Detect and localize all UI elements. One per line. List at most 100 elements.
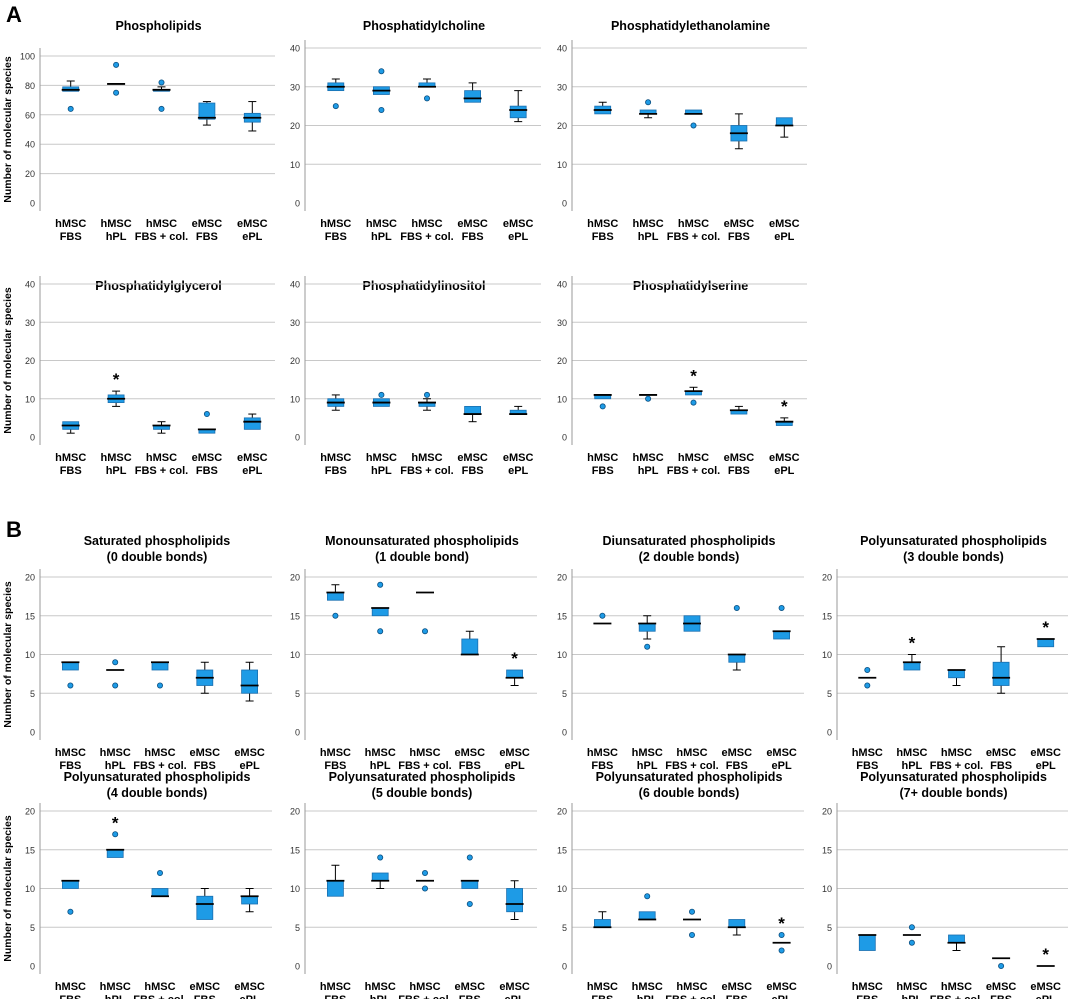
outlier-point bbox=[377, 628, 384, 635]
x-tick-label: hMSC bbox=[100, 747, 131, 759]
x-tick-label: hMSC bbox=[320, 218, 351, 230]
x-tick-label: FBS + col. bbox=[135, 465, 189, 477]
box bbox=[198, 102, 216, 120]
x-tick-label: ePL bbox=[1036, 760, 1056, 772]
y-tick-label: 5 bbox=[827, 923, 832, 933]
box bbox=[62, 661, 79, 671]
x-tick-label: eMSC bbox=[190, 981, 221, 993]
chart-title: (4 double bonds) bbox=[107, 786, 208, 800]
outlier-point bbox=[778, 947, 785, 954]
chart-panel: Phosphatidylinositol010203040hMSCFBShMSC… bbox=[290, 276, 541, 477]
y-tick-label: 20 bbox=[290, 807, 300, 817]
box bbox=[948, 934, 965, 944]
x-tick-label: FBS bbox=[196, 231, 218, 243]
x-tick-label: eMSC bbox=[499, 747, 530, 759]
outlier-point bbox=[644, 643, 651, 650]
x-tick-label: FBS + col. bbox=[930, 760, 984, 772]
chart-panel: Phosphatidylserine010203040hMSCFBShMSChP… bbox=[557, 276, 807, 477]
outlier-point bbox=[332, 103, 339, 110]
chart-title: Phosphatidylinositol bbox=[363, 279, 486, 293]
box bbox=[728, 654, 746, 663]
x-tick-label: FBS bbox=[990, 760, 1012, 772]
chart-title: Polyunsaturated phospholipids bbox=[64, 770, 251, 784]
x-tick-label: eMSC bbox=[986, 981, 1017, 993]
outlier-point bbox=[645, 395, 652, 402]
outlier-point bbox=[778, 605, 785, 612]
x-tick-label: ePL bbox=[242, 231, 262, 243]
significance-star: * bbox=[1042, 618, 1049, 637]
box bbox=[506, 669, 524, 679]
y-tick-label: 5 bbox=[562, 923, 567, 933]
box bbox=[151, 661, 169, 671]
chart-title: Saturated phospholipids bbox=[84, 534, 231, 548]
x-tick-label: eMSC bbox=[1030, 747, 1061, 759]
x-tick-label: hMSC bbox=[146, 452, 177, 464]
x-tick-label: FBS + col. bbox=[400, 231, 454, 243]
box bbox=[728, 919, 746, 928]
chart-panel: Polyunsaturated phospholipids (7+ double … bbox=[822, 770, 1068, 999]
y-tick-label: 0 bbox=[827, 728, 832, 738]
outlier-point bbox=[864, 682, 871, 689]
chart-title: Monounsaturated phospholipids bbox=[325, 534, 519, 548]
x-tick-label: eMSC bbox=[769, 452, 800, 464]
chart-title: Phosphatidylserine bbox=[633, 279, 748, 293]
outlier-point bbox=[423, 391, 430, 398]
x-tick-label: hMSC bbox=[587, 452, 618, 464]
significance-star: * bbox=[778, 914, 785, 933]
x-tick-label: hPL bbox=[637, 760, 658, 772]
y-tick-label: 40 bbox=[557, 44, 567, 54]
x-tick-label: hMSC bbox=[320, 747, 351, 759]
x-tick-label: FBS + col. bbox=[665, 994, 719, 999]
chart-panel: Polyunsaturated phospholipids (4 double b… bbox=[2, 770, 272, 999]
chart-panel: Phosphatidylcholine010203040hMSCFBShMSCh… bbox=[290, 19, 541, 243]
y-tick-label: 10 bbox=[25, 394, 35, 404]
y-tick-label: 10 bbox=[557, 650, 567, 660]
outlier-point bbox=[690, 122, 697, 129]
x-tick-label: eMSC bbox=[503, 218, 534, 230]
x-tick-label: FBS bbox=[60, 465, 82, 477]
box bbox=[241, 895, 259, 905]
x-tick-label: FBS bbox=[728, 465, 750, 477]
y-tick-label: 40 bbox=[290, 280, 300, 290]
x-tick-label: eMSC bbox=[724, 218, 755, 230]
chart-title: Phosphatidylcholine bbox=[363, 19, 485, 33]
y-tick-label: 5 bbox=[562, 689, 567, 699]
chart-title: (3 double bonds) bbox=[903, 550, 1004, 564]
y-tick-label: 0 bbox=[30, 962, 35, 972]
box bbox=[638, 623, 656, 632]
x-tick-label: ePL bbox=[508, 465, 528, 477]
y-tick-label: 10 bbox=[25, 884, 35, 894]
x-tick-label: hMSC bbox=[411, 452, 442, 464]
y-tick-label: 15 bbox=[290, 611, 300, 621]
box bbox=[948, 669, 965, 679]
y-tick-label: 20 bbox=[290, 356, 300, 366]
chart-title: (1 double bond) bbox=[375, 550, 469, 564]
y-tick-label: 0 bbox=[562, 199, 567, 209]
x-tick-label: FBS bbox=[324, 760, 346, 772]
box bbox=[775, 117, 793, 126]
chart-title: (7+ double bonds) bbox=[900, 786, 1008, 800]
outlier-point bbox=[423, 95, 430, 102]
x-tick-label: hPL bbox=[902, 994, 923, 999]
outlier-point bbox=[112, 682, 119, 689]
x-tick-label: ePL bbox=[774, 465, 794, 477]
chart-title: Phosphatidylglycerol bbox=[95, 279, 221, 293]
outlier-point bbox=[378, 107, 385, 114]
y-axis-title: Number of molecular species bbox=[2, 287, 14, 434]
y-tick-label: 5 bbox=[30, 923, 35, 933]
box bbox=[773, 630, 790, 640]
y-tick-label: 0 bbox=[30, 433, 35, 443]
y-tick-label: 60 bbox=[25, 110, 35, 120]
x-tick-label: FBS bbox=[60, 231, 82, 243]
x-tick-label: eMSC bbox=[192, 452, 223, 464]
outlier-point bbox=[998, 963, 1005, 970]
x-tick-label: FBS bbox=[856, 760, 878, 772]
x-tick-label: ePL bbox=[772, 994, 792, 999]
x-tick-label: hMSC bbox=[587, 981, 618, 993]
box bbox=[464, 90, 482, 103]
y-tick-label: 10 bbox=[25, 650, 35, 660]
significance-star: * bbox=[909, 634, 916, 653]
x-tick-label: FBS bbox=[462, 465, 484, 477]
x-tick-label: hMSC bbox=[365, 747, 396, 759]
x-tick-label: hMSC bbox=[941, 747, 972, 759]
